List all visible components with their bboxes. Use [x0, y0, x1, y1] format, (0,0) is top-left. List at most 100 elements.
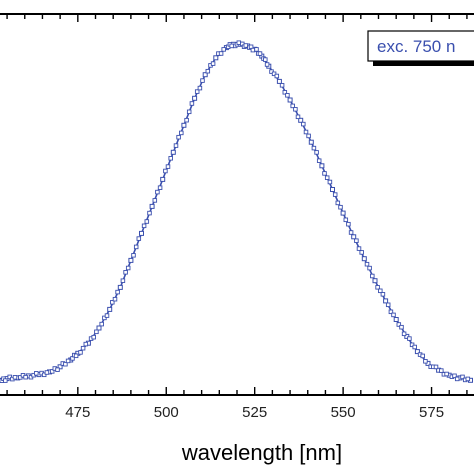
data-point — [139, 230, 144, 236]
x-tick-label: 500 — [154, 404, 179, 421]
data-point-marker — [364, 261, 370, 267]
data-point-marker — [136, 236, 142, 241]
axes: 475 500 525 550 575 — [0, 13, 474, 421]
data-point-marker — [254, 47, 259, 52]
data-point — [128, 257, 134, 263]
data-point — [287, 97, 293, 103]
data-point — [340, 210, 346, 216]
data-point-marker — [123, 270, 128, 275]
data-point-marker — [194, 89, 200, 94]
data-point-marker — [243, 43, 249, 48]
data-point-marker — [80, 345, 86, 351]
data-point-marker — [356, 246, 362, 251]
data-point-marker — [186, 109, 192, 115]
data-point-marker — [332, 192, 338, 197]
data-point-marker — [49, 369, 55, 374]
data-point — [330, 187, 335, 192]
legend: exc. 750 n — [367, 30, 474, 66]
data-point — [276, 78, 282, 84]
data-point — [414, 349, 420, 355]
x-tick-label: 525 — [242, 404, 267, 421]
data-point-marker — [115, 289, 120, 295]
data-point-marker — [155, 189, 160, 195]
data-point-marker — [173, 143, 179, 148]
data-point — [170, 149, 176, 155]
data-point — [298, 117, 304, 123]
data-point-marker — [303, 129, 309, 135]
data-point-marker — [144, 219, 150, 224]
data-point-marker — [452, 373, 457, 379]
data-point-marker — [343, 217, 349, 223]
data-point-marker — [163, 168, 168, 174]
data-point-marker — [439, 368, 444, 373]
data-point-marker — [460, 374, 465, 380]
data-point-marker — [306, 133, 311, 139]
data-point-marker — [396, 322, 402, 327]
series-line — [0, 43, 471, 382]
data-point-marker — [295, 114, 301, 120]
data-point-marker — [200, 78, 205, 83]
data-point-marker — [301, 121, 306, 127]
data-point — [213, 55, 219, 61]
data-point — [308, 139, 314, 145]
data-point — [160, 176, 166, 182]
data-point-marker — [168, 156, 173, 161]
data-point-marker — [367, 265, 372, 271]
data-point-marker — [133, 244, 139, 250]
data-point — [393, 317, 399, 322]
data-point-marker — [165, 164, 171, 169]
data-point-marker — [176, 134, 181, 140]
data-point-marker — [263, 57, 268, 62]
data-point-marker — [12, 375, 18, 380]
data-point-marker — [141, 223, 147, 229]
data-point — [57, 364, 63, 370]
data-point-marker — [385, 302, 391, 308]
data-point-marker — [55, 367, 60, 372]
data-point-marker — [388, 309, 394, 315]
data-point-marker — [65, 358, 71, 364]
data-point-marker — [322, 171, 327, 176]
data-point — [96, 325, 102, 331]
data-point-marker — [184, 117, 189, 123]
data-point-marker — [34, 371, 39, 376]
data-point — [372, 278, 378, 284]
x-tick-label: 575 — [419, 404, 444, 421]
data-point — [319, 163, 325, 169]
data-point-marker — [152, 198, 158, 203]
data-point-marker — [83, 341, 89, 347]
data-point-marker — [279, 83, 285, 88]
data-point-marker — [94, 329, 99, 335]
data-point-marker — [290, 103, 295, 109]
data-point-marker — [197, 85, 203, 91]
data-point-marker — [338, 204, 343, 210]
data-point-marker — [104, 313, 110, 318]
data-point-marker — [348, 230, 354, 235]
data-point-marker — [99, 321, 104, 327]
data-point-marker — [205, 68, 211, 74]
data-point-marker — [423, 359, 428, 364]
x-tick-label: 475 — [65, 404, 90, 421]
data-point — [107, 306, 113, 312]
data-point — [202, 72, 208, 78]
data-point-marker — [23, 374, 28, 380]
data-point-marker — [147, 210, 152, 216]
data-point-marker — [210, 61, 216, 66]
data-point-marker — [63, 361, 68, 367]
data-point — [361, 256, 367, 262]
data-point-marker — [179, 130, 184, 136]
data-point-marker — [264, 62, 270, 67]
x-tick-label: 550 — [331, 404, 356, 421]
data-point-marker — [465, 376, 471, 382]
data-point-marker — [327, 179, 333, 185]
legend-box — [367, 30, 474, 62]
data-point-marker — [444, 371, 449, 377]
data-point-marker — [91, 334, 96, 340]
legend-label: exc. 750 n — [377, 37, 455, 56]
data-point-marker — [120, 278, 126, 283]
data-point-marker — [78, 350, 83, 355]
data-point-marker — [125, 265, 131, 271]
data-point-marker — [274, 73, 280, 79]
data-point-marker — [311, 145, 317, 151]
data-point-marker — [112, 296, 118, 302]
